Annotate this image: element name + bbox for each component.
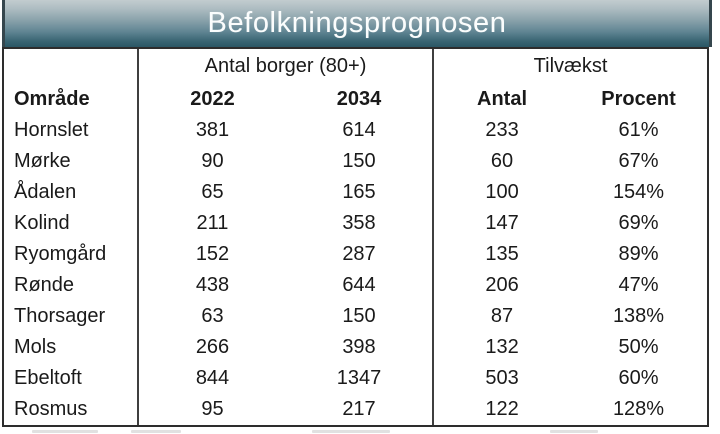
table-row: Kolind 211 358 147 69% bbox=[4, 208, 707, 239]
table-row: Ryomgård 152 287 135 89% bbox=[4, 239, 707, 270]
table-row: Mørke 90 150 60 67% bbox=[4, 146, 707, 177]
title-bar: Befolkningsprognosen bbox=[2, 0, 712, 47]
cell-area: Kolind bbox=[4, 208, 139, 239]
cell-procent: 67% bbox=[618, 150, 659, 172]
cell-2022: 438 bbox=[195, 274, 230, 296]
table-row: Rosmus 95 217 122 128% bbox=[4, 394, 707, 425]
cell-procent: 89% bbox=[618, 243, 659, 265]
table-row: Thorsager 63 150 87 138% bbox=[4, 301, 707, 332]
cell-antal: 60 bbox=[490, 150, 514, 172]
table-row: Ebeltoft 844 1347 503 60% bbox=[4, 363, 707, 394]
cell-2034: 165 bbox=[286, 177, 435, 208]
cell-2034: 614 bbox=[286, 115, 435, 146]
cell-antal: 87 bbox=[490, 305, 514, 327]
cell-procent: 69% bbox=[618, 212, 659, 234]
cell-area: Ebeltoft bbox=[4, 363, 139, 394]
cell-2034: 398 bbox=[286, 332, 435, 363]
cell-area: Rønde bbox=[4, 270, 139, 301]
cell-2022: 381 bbox=[195, 119, 230, 141]
column-header-procent: Procent bbox=[601, 87, 676, 110]
cell-2034: 150 bbox=[286, 146, 435, 177]
column-header-row: Område 2022 2034 Antal Procent bbox=[4, 83, 707, 115]
table-row: Rønde 438 644 206 47% bbox=[4, 270, 707, 301]
cropped-caption-remnant bbox=[550, 430, 598, 433]
page-title: Befolkningsprognosen bbox=[207, 7, 507, 39]
cell-antal: 132 bbox=[485, 336, 519, 358]
cell-2034: 358 bbox=[286, 208, 435, 239]
cell-procent: 60% bbox=[618, 367, 659, 389]
cell-procent: 154% bbox=[612, 181, 665, 203]
column-header-2022: 2022 bbox=[190, 87, 235, 110]
cell-area: Mørke bbox=[4, 146, 139, 177]
cell-antal: 206 bbox=[485, 274, 519, 296]
cell-antal: 503 bbox=[485, 367, 519, 389]
table-row: Mols 266 398 132 50% bbox=[4, 332, 707, 363]
cropped-caption-remnant bbox=[32, 430, 98, 433]
cell-procent: 47% bbox=[618, 274, 659, 296]
cell-procent: 50% bbox=[618, 336, 659, 358]
cell-area: Thorsager bbox=[4, 301, 139, 332]
cell-2022: 266 bbox=[195, 336, 230, 358]
column-header-omraade: Område bbox=[4, 83, 139, 115]
cell-2022: 90 bbox=[201, 150, 224, 172]
cell-area: Rosmus bbox=[4, 394, 139, 425]
cell-antal: 147 bbox=[485, 212, 519, 234]
cell-area: Hornslet bbox=[4, 115, 139, 146]
cell-2022: 95 bbox=[201, 398, 224, 420]
cell-2022: 211 bbox=[196, 212, 229, 234]
cell-2022: 63 bbox=[201, 305, 224, 327]
cell-procent: 128% bbox=[612, 398, 665, 420]
cell-2034: 1347 bbox=[286, 363, 435, 394]
table-sheet: Befolkningsprognosen Antal borger (80+) … bbox=[2, 0, 712, 427]
table-row: Hornslet 381 614 233 61% bbox=[4, 115, 707, 146]
cell-2034: 150 bbox=[286, 301, 435, 332]
group-header-tilvaekst: Tilvækst bbox=[533, 54, 608, 77]
group-header-antal-borger: Antal borger (80+) bbox=[138, 49, 435, 83]
cell-area: Mols bbox=[4, 332, 139, 363]
cell-2022: 65 bbox=[201, 181, 224, 203]
forecast-table-container: Antal borger (80+) Tilvækst Område 2022 … bbox=[2, 47, 709, 427]
group-header-row: Antal borger (80+) Tilvækst bbox=[4, 49, 707, 83]
cell-2022: 844 bbox=[195, 367, 230, 389]
forecast-table: Antal borger (80+) Tilvækst Område 2022 … bbox=[4, 49, 707, 425]
cell-area: Ådalen bbox=[4, 177, 139, 208]
cell-procent: 138% bbox=[612, 305, 665, 327]
cell-antal: 135 bbox=[485, 243, 519, 265]
cropped-caption-remnant bbox=[312, 430, 390, 433]
cell-area: Ryomgård bbox=[4, 239, 139, 270]
cell-2034: 217 bbox=[286, 394, 435, 425]
cropped-caption-remnant bbox=[131, 430, 181, 433]
group-header-area-blank bbox=[4, 49, 139, 83]
cell-antal: 122 bbox=[485, 398, 519, 420]
cell-antal: 233 bbox=[485, 119, 519, 141]
cell-2034: 644 bbox=[286, 270, 435, 301]
cell-procent: 61% bbox=[618, 119, 659, 141]
cell-2022: 152 bbox=[195, 243, 230, 265]
column-header-antal: Antal bbox=[477, 87, 528, 110]
cell-antal: 100 bbox=[485, 181, 519, 203]
column-header-2034: 2034 bbox=[286, 83, 435, 115]
table-row: Ådalen 65 165 100 154% bbox=[4, 177, 707, 208]
cell-2034: 287 bbox=[286, 239, 435, 270]
